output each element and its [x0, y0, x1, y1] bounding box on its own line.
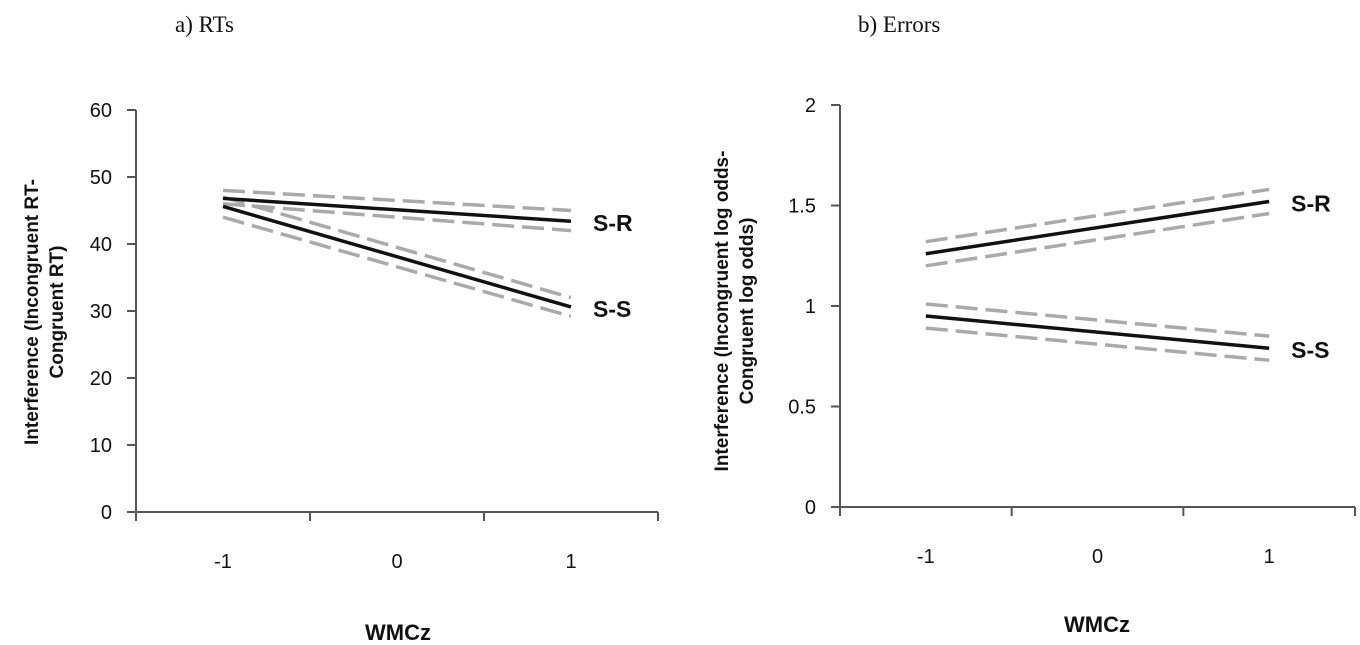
- rts-y-tick-label: 60: [90, 100, 112, 122]
- errors-x-tick-label: -1: [917, 546, 935, 568]
- rts-x-tick-label: 0: [391, 551, 402, 573]
- errors-y-tick-label: 0: [805, 497, 816, 519]
- rts-x-axis-title: WMCz: [365, 620, 431, 645]
- rts-y-tick-label: 10: [90, 435, 112, 457]
- errors-x-tick-label: 1: [1264, 546, 1275, 568]
- errors-y-axis-title-line2: Congruent log odds): [737, 218, 758, 405]
- errors-y-tick-label: 1: [805, 296, 816, 318]
- rts-y-axis-title-line1: Interference (Incongruent RT-: [22, 179, 43, 445]
- rts-y-tick-label: 20: [90, 368, 112, 390]
- rts-x-tick-label: -1: [214, 551, 232, 573]
- errors-y-axis-title-line1: Interference (Incongruent log odds-: [712, 151, 733, 472]
- rts-s-r-ci-upper: [222, 188, 572, 213]
- rts-y-tick-label: 40: [90, 234, 112, 256]
- errors-y-tick-label: 2: [805, 95, 816, 117]
- errors-s-s-ci-lower: [925, 326, 1270, 363]
- rts-s-s-line: [222, 204, 572, 309]
- errors-panel: b) Errors 0 0.5 1 1.5 2 -1 0 1 S-R S-S Interfer…: [712, 12, 1356, 637]
- rts-y-tick-label: 30: [90, 301, 112, 323]
- rts-panel-title: a) RTs: [175, 12, 234, 37]
- rts-y-tick-label: 50: [90, 167, 112, 189]
- errors-s-r-series-label: S-R: [1291, 190, 1331, 216]
- rts-s-r-line: [222, 196, 572, 223]
- errors-s-r-ci-lower: [925, 211, 1270, 268]
- errors-x-tick-label: 0: [1092, 546, 1103, 568]
- errors-panel-title: b) Errors: [858, 12, 940, 37]
- errors-y-tick-label: 0.5: [788, 397, 816, 419]
- rts-s-s-ci-lower: [222, 215, 572, 319]
- errors-s-r-line: [925, 199, 1270, 256]
- rts-y-tick-label: 0: [101, 502, 112, 524]
- errors-y-tick-label: 1.5: [788, 196, 816, 218]
- rts-x-tick-label: 1: [565, 551, 576, 573]
- rts-s-s-series-label: S-S: [593, 296, 631, 322]
- rts-panel: a) RTs 0 10 20 30 40 50 60 -1 0 1 S-R S-S Interfe…: [22, 12, 659, 645]
- errors-s-s-series-label: S-S: [1291, 337, 1329, 363]
- errors-x-axis-title: WMCz: [1064, 612, 1130, 637]
- rts-s-r-series-label: S-R: [593, 210, 633, 236]
- errors-s-r-ci-upper: [925, 187, 1270, 244]
- rts-s-r-ci-lower: [222, 202, 572, 233]
- rts-y-axis-title-line2: Congruent RT): [47, 246, 68, 379]
- errors-s-s-ci-upper: [925, 302, 1270, 338]
- rts-s-s-ci-upper: [222, 195, 572, 300]
- errors-s-s-line: [925, 314, 1270, 350]
